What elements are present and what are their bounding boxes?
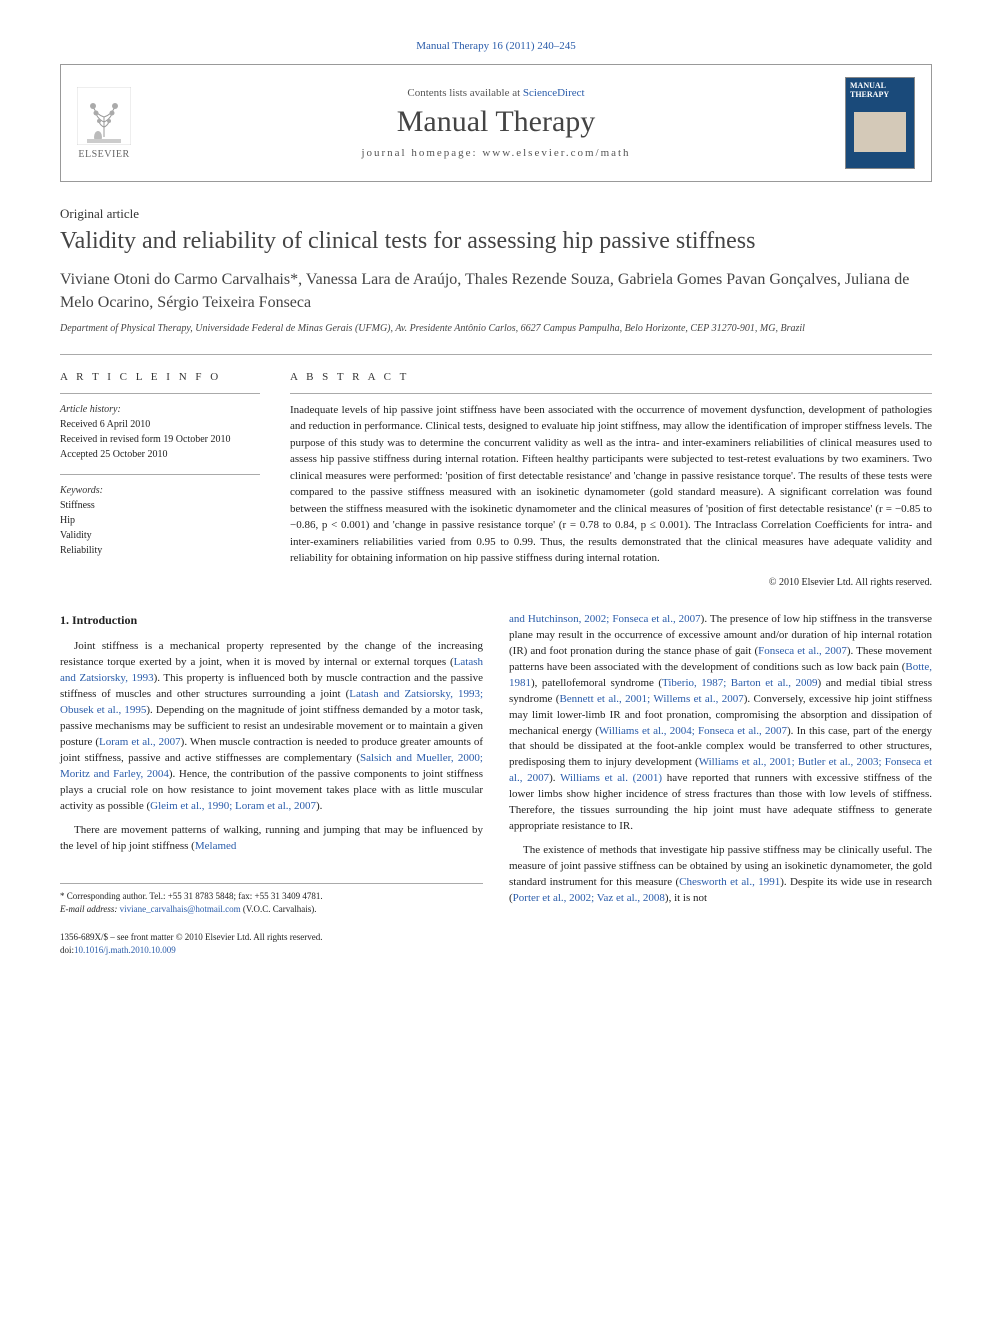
body-right-column: and Hutchinson, 2002; Fonseca et al., 20… <box>509 612 932 958</box>
cover-image-placeholder <box>854 112 906 152</box>
doi-label: doi: <box>60 945 74 955</box>
citation-link[interactable]: Williams et al. (2001) <box>560 772 662 784</box>
keywords-label: Keywords: <box>60 483 260 498</box>
citation-link[interactable]: Tiberio, 1987; Barton et al., 2009 <box>662 677 818 689</box>
abstract-column: A B S T R A C T Inadequate levels of hip… <box>290 371 932 588</box>
homepage-url: www.elsevier.com/math <box>482 147 630 159</box>
citation-link[interactable]: Porter et al., 2002; Vaz et al., 2008 <box>513 892 665 904</box>
journal-homepage-line: journal homepage: www.elsevier.com/math <box>147 147 845 159</box>
abstract-text: Inadequate levels of hip passive joint s… <box>290 393 932 567</box>
citation-link[interactable]: Loram et al., 2007 <box>99 736 181 748</box>
body-text: ). <box>549 772 560 784</box>
journal-header: ELSEVIER Contents lists available at Sci… <box>60 64 932 182</box>
body-text: ). <box>316 800 322 812</box>
body-text: ), it is not <box>665 892 707 904</box>
doi-line: doi:10.1016/j.math.2010.10.009 <box>60 944 483 958</box>
journal-cover-thumbnail: MANUAL THERAPY <box>845 77 915 169</box>
article-title: Validity and reliability of clinical tes… <box>60 226 932 257</box>
abstract-copyright: © 2010 Elsevier Ltd. All rights reserved… <box>290 577 932 588</box>
publisher-name: ELSEVIER <box>78 149 129 160</box>
body-text: ), patellofemoral syndrome ( <box>531 677 662 689</box>
citation-link[interactable]: Gleim et al., 1990; Loram et al., 2007 <box>150 800 316 812</box>
keyword: Reliability <box>60 543 260 558</box>
doi-link[interactable]: 10.1016/j.math.2010.10.009 <box>74 945 176 955</box>
contents-prefix: Contents lists available at <box>407 87 522 99</box>
body-text: Joint stiffness is a mechanical property… <box>60 640 483 668</box>
info-abstract-row: A R T I C L E I N F O Article history: R… <box>60 354 932 588</box>
keywords-block: Keywords: Stiffness Hip Validity Reliabi… <box>60 474 260 558</box>
body-paragraph: and Hutchinson, 2002; Fonseca et al., 20… <box>509 612 932 835</box>
body-text: There are movement patterns of walking, … <box>60 824 483 852</box>
email-label: E-mail address: <box>60 904 120 914</box>
email-line: E-mail address: viviane_carvalhais@hotma… <box>60 903 483 917</box>
email-suffix: (V.O.C. Carvalhais). <box>241 904 317 914</box>
keyword: Stiffness <box>60 498 260 513</box>
elsevier-tree-icon <box>77 87 131 145</box>
history-label: Article history: <box>60 402 260 417</box>
citation-link[interactable]: Bennett et al., 2001; Willems et al., 20… <box>559 693 743 705</box>
publisher-logo: ELSEVIER <box>77 87 131 160</box>
citation-link[interactable]: Melamed <box>195 840 237 852</box>
body-two-column: 1. Introduction Joint stiffness is a mec… <box>60 612 932 958</box>
revised-date: Received in revised form 19 October 2010 <box>60 432 260 447</box>
citation-link[interactable]: Fonseca et al., 2007 <box>758 645 847 657</box>
sciencedirect-link[interactable]: ScienceDirect <box>523 87 585 99</box>
received-date: Received 6 April 2010 <box>60 417 260 432</box>
section-heading-introduction: 1. Introduction <box>60 612 483 629</box>
homepage-prefix: journal homepage: <box>361 147 482 159</box>
contents-available-line: Contents lists available at ScienceDirec… <box>147 87 845 99</box>
citation-link[interactable]: and Hutchinson, 2002; Fonseca et al., 20… <box>509 613 701 625</box>
article-info-heading: A R T I C L E I N F O <box>60 371 260 383</box>
keyword: Validity <box>60 528 260 543</box>
body-left-column: 1. Introduction Joint stiffness is a mec… <box>60 612 483 958</box>
affiliation: Department of Physical Therapy, Universi… <box>60 322 932 336</box>
accepted-date: Accepted 25 October 2010 <box>60 447 260 462</box>
abstract-heading: A B S T R A C T <box>290 371 932 383</box>
footnotes-block: * Corresponding author. Tel.: +55 31 878… <box>60 883 483 917</box>
body-paragraph: The existence of methods that investigat… <box>509 843 932 907</box>
header-center: Contents lists available at ScienceDirec… <box>147 87 845 159</box>
citation-link[interactable]: Chesworth et al., 1991 <box>679 876 780 888</box>
keyword: Hip <box>60 513 260 528</box>
citation-link[interactable]: Williams et al., 2004; Fonseca et al., 2… <box>599 725 787 737</box>
authors-list: Viviane Otoni do Carmo Carvalhais*, Vane… <box>60 269 932 314</box>
article-info-column: A R T I C L E I N F O Article history: R… <box>60 371 260 588</box>
email-link[interactable]: viviane_carvalhais@hotmail.com <box>120 904 241 914</box>
journal-reference: Manual Therapy 16 (2011) 240–245 <box>60 40 932 52</box>
cover-title: MANUAL THERAPY <box>850 82 914 100</box>
bottom-meta: 1356-689X/$ – see front matter © 2010 El… <box>60 931 483 958</box>
corresponding-author-note: * Corresponding author. Tel.: +55 31 878… <box>60 890 483 904</box>
body-paragraph: There are movement patterns of walking, … <box>60 823 483 855</box>
article-type: Original article <box>60 206 932 222</box>
article-history-block: Article history: Received 6 April 2010 R… <box>60 393 260 462</box>
journal-title: Manual Therapy <box>147 105 845 139</box>
body-paragraph: Joint stiffness is a mechanical property… <box>60 639 483 814</box>
issn-line: 1356-689X/$ – see front matter © 2010 El… <box>60 931 483 945</box>
